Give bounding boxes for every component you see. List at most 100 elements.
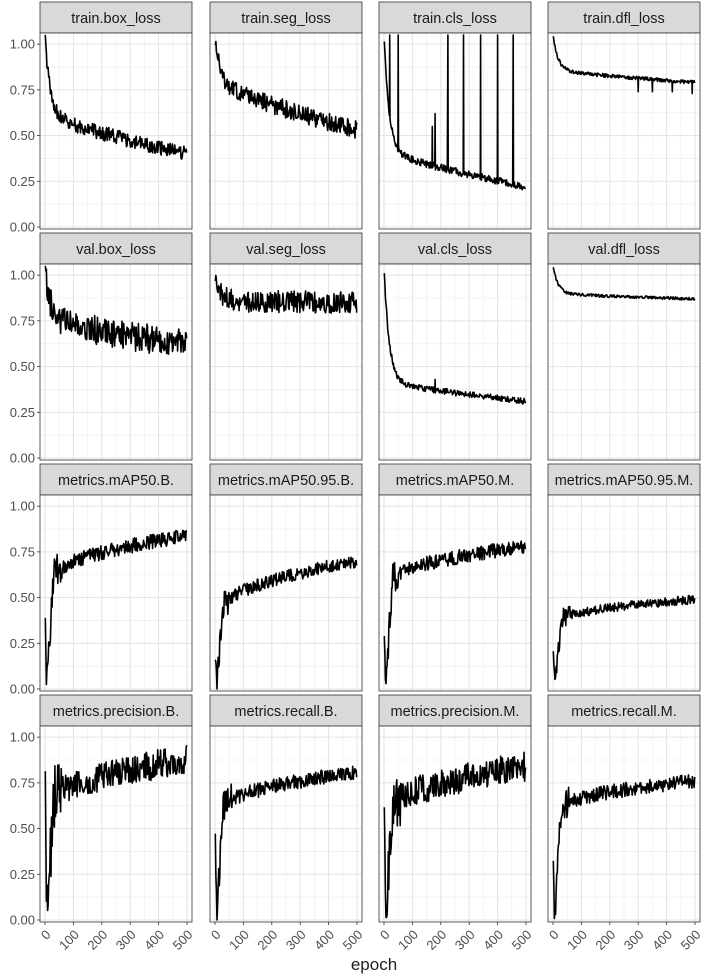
panel-border: [209, 494, 363, 692]
x-tick-label: 100: [564, 927, 590, 953]
x-axis-title: epoch: [351, 955, 397, 974]
y-tick-label: 1.00: [10, 499, 35, 514]
facet-panel: train.seg_loss: [209, 1, 363, 230]
y-tick-label: 0.00: [10, 682, 35, 697]
x-tick-label: 300: [452, 927, 478, 953]
panel-border: [547, 725, 701, 923]
y-tick-label: 1.00: [10, 268, 35, 283]
facet-strip: [209, 463, 363, 496]
panel-border: [209, 32, 363, 230]
x-tick-label: 0: [546, 927, 562, 943]
facet-panel: val.seg_loss: [209, 232, 363, 461]
facet-strip: [378, 232, 532, 265]
series-line: [552, 36, 696, 95]
facet-title: val.box_loss: [76, 242, 156, 258]
y-tick-label: 0.75: [10, 544, 35, 559]
facet-strip: [39, 694, 193, 727]
series-line: [214, 40, 358, 139]
facet-title: metrics.mAP50.95.M.: [555, 473, 694, 489]
facet-title: metrics.recall.B.: [234, 704, 337, 720]
x-tick-label: 100: [226, 927, 252, 953]
facet-panel: train.box_loss 0.00 0.25 0.50 0.75 1.00: [10, 1, 193, 235]
series-line: [552, 774, 696, 920]
x-tick-label: 300: [621, 927, 647, 953]
panel-border: [378, 494, 532, 692]
facet-title: train.seg_loss: [241, 11, 330, 27]
series-line: [383, 273, 527, 405]
panel-border: [547, 263, 701, 461]
facet-panel: metrics.mAP50.95.B.: [209, 463, 363, 692]
facet-panel: metrics.recall.M. 0 100 200 300 400 500: [546, 694, 704, 953]
facet-strip: [209, 694, 363, 727]
facet-strip: [547, 232, 701, 265]
y-tick-label: 0.25: [10, 636, 35, 651]
series-line: [214, 765, 358, 921]
panel-border: [209, 725, 363, 923]
series-line: [214, 274, 358, 314]
x-tick-label: 400: [480, 927, 506, 953]
x-tick-label: 500: [340, 927, 366, 953]
facet-title: train.dfl_loss: [583, 11, 664, 27]
y-tick-label: 1.00: [10, 37, 35, 52]
facet-title: metrics.precision.B.: [53, 704, 180, 720]
x-tick-label: 300: [113, 927, 139, 953]
x-tick-label: 0: [208, 927, 224, 943]
x-tick-label: 500: [678, 927, 704, 953]
facet-panel: metrics.precision.M. 0 100 200 300 400 500: [377, 694, 535, 953]
x-tick-label: 400: [141, 927, 167, 953]
facet-strip: [39, 1, 193, 34]
x-tick-label: 400: [649, 927, 675, 953]
series-line: [44, 265, 188, 355]
panel-border: [39, 263, 193, 461]
x-tick-label: 500: [170, 927, 196, 953]
y-tick-label: 0.75: [10, 82, 35, 97]
panel-border: [547, 494, 701, 692]
panel-border: [39, 725, 193, 923]
y-tick-label: 0.50: [10, 359, 35, 374]
panel-border: [378, 725, 532, 923]
x-tick-label: 100: [56, 927, 82, 953]
y-tick-label: 0.50: [10, 128, 35, 143]
x-tick-label: 200: [592, 927, 618, 953]
x-tick-label: 0: [38, 927, 54, 943]
facet-panel: metrics.recall.B. 0 100 200 300 400 500: [208, 694, 366, 953]
facet-title: train.box_loss: [71, 11, 160, 27]
facet-strip: [378, 1, 532, 34]
panel-border: [39, 32, 193, 230]
facet-title: val.seg_loss: [246, 242, 326, 258]
series-line: [44, 34, 188, 160]
series-line: [44, 529, 188, 686]
facet-title: metrics.mAP50.M.: [396, 473, 514, 489]
facet-panel: metrics.mAP50.95.M.: [547, 463, 701, 692]
panel-border: [378, 32, 532, 230]
series-line: [383, 751, 527, 919]
facet-panel: metrics.precision.B. 0.00 0.25 0.50 0.75 1.00…: [10, 694, 196, 953]
y-tick-label: 0.25: [10, 867, 35, 882]
x-tick-label: 400: [311, 927, 337, 953]
x-tick-label: 200: [84, 927, 110, 953]
series-line: [383, 540, 527, 685]
facet-strip: [547, 694, 701, 727]
facet-title: metrics.precision.M.: [391, 704, 520, 720]
y-tick-label: 0.50: [10, 590, 35, 605]
facet-title: metrics.mAP50.95.B.: [218, 473, 354, 489]
series-line: [552, 267, 696, 301]
series-line: [44, 744, 188, 912]
x-tick-label: 300: [283, 927, 309, 953]
facet-title: val.cls_loss: [418, 242, 492, 258]
y-tick-label: 0.00: [10, 913, 35, 928]
facet-title: metrics.recall.M.: [571, 704, 677, 720]
panel-border: [39, 494, 193, 692]
series-line: [214, 556, 358, 690]
y-tick-label: 0.75: [10, 775, 35, 790]
facet-strip: [547, 463, 701, 496]
x-tick-label: 200: [423, 927, 449, 953]
facet-panel: train.dfl_loss: [547, 1, 701, 230]
panel-border: [209, 263, 363, 461]
facet-strip: [39, 232, 193, 265]
facet-strip: [378, 463, 532, 496]
facet-panel: val.box_loss 0.00 0.25 0.50 0.75 1.00: [10, 232, 193, 466]
facet-title: val.dfl_loss: [588, 242, 660, 258]
panel-border: [547, 32, 701, 230]
